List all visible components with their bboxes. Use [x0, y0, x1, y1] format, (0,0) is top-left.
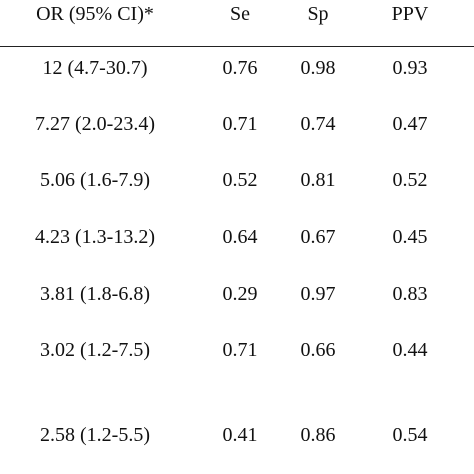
- table-cell: 0.67: [300, 226, 336, 248]
- table-cell: 0.98: [300, 57, 336, 79]
- header-cell: Se: [230, 3, 250, 25]
- table-cell: 0.93: [392, 57, 428, 79]
- table-cell: 0.52: [392, 169, 428, 191]
- table-cell: 0.66: [300, 339, 336, 361]
- table-cell: 0.97: [300, 283, 336, 305]
- table-cell: 0.74: [300, 113, 336, 135]
- header-cell: OR (95% CI)*: [36, 3, 154, 25]
- header-cell: Sp: [307, 3, 329, 25]
- table-cell: 3.81 (1.8-6.8): [40, 283, 150, 305]
- header-rule: [0, 46, 474, 47]
- table-cell: 7.27 (2.0-23.4): [35, 113, 155, 135]
- table-cell: 0.83: [392, 283, 428, 305]
- table-cell: 0.45: [392, 226, 428, 248]
- table-cell: 0.47: [392, 113, 428, 135]
- table-cell: 0.44: [392, 339, 428, 361]
- table-cell: 2.58 (1.2-5.5): [40, 424, 150, 446]
- table-cell: 12 (4.7-30.7): [42, 57, 148, 79]
- table-cell: 0.76: [222, 57, 258, 79]
- table-cell: 3.02 (1.2-7.5): [40, 339, 150, 361]
- table-cell: 0.64: [222, 226, 258, 248]
- table-cell: 4.23 (1.3-13.2): [35, 226, 155, 248]
- table-cell: 0.41: [222, 424, 258, 446]
- table-cell: 0.54: [392, 424, 428, 446]
- table-cell: 0.86: [300, 424, 336, 446]
- table-cell: 0.71: [222, 339, 258, 361]
- table-cell: 0.29: [222, 283, 258, 305]
- table-cell: 5.06 (1.6-7.9): [40, 169, 150, 191]
- table-cell: 0.71: [222, 113, 258, 135]
- table-cell: 0.52: [222, 169, 258, 191]
- header-cell: PPV: [391, 3, 429, 25]
- table-cell: 0.81: [300, 169, 336, 191]
